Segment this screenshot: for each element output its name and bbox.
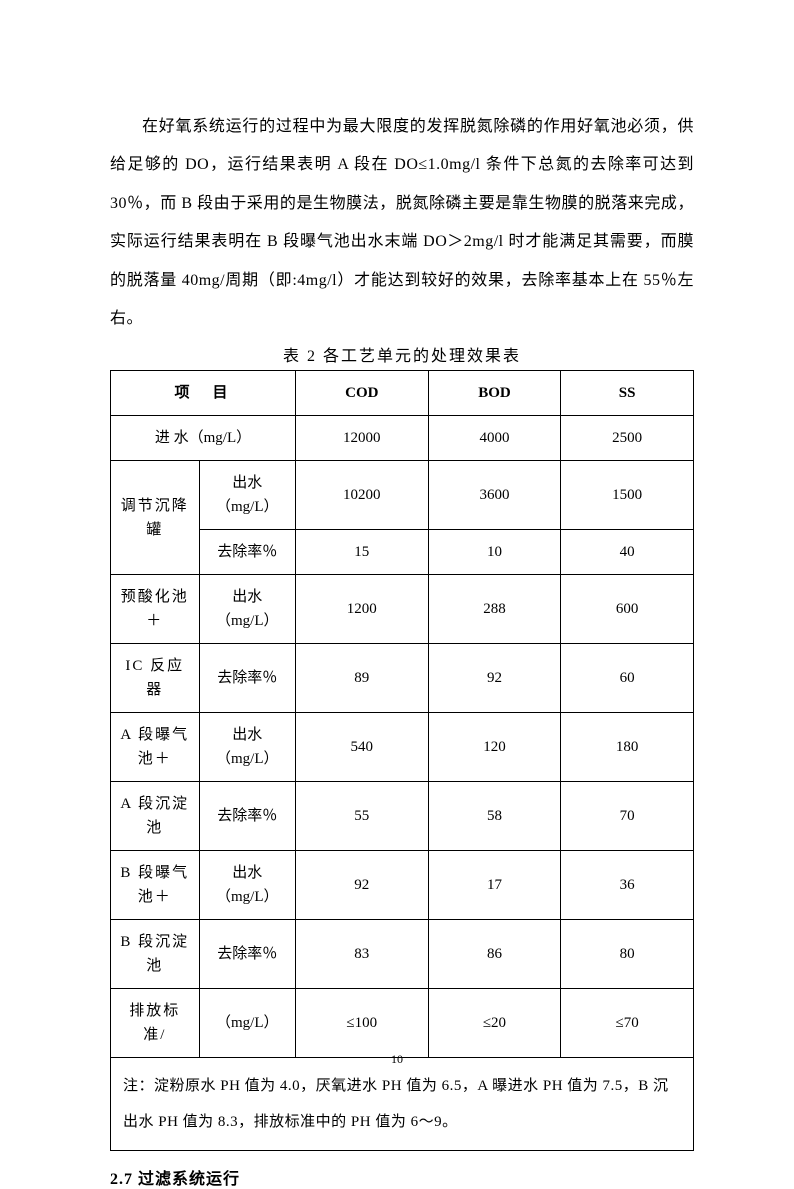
table-row: 进 水（mg/L） 12000 4000 2500 (111, 416, 694, 461)
unit-name-part1: B 段曝气池＋ (111, 851, 200, 920)
treatment-results-table: 项 目 COD BOD SS 进 水（mg/L） 12000 4000 2500… (110, 370, 694, 1151)
unit-name-part1: A 段曝气池＋ (111, 713, 200, 782)
body-paragraph: 在好氧系统运行的过程中为最大限度的发挥脱氮除磷的作用好氧池必须，供给足够的 DO… (110, 108, 694, 338)
table-row: 调节沉降罐 出水（mg/L） 10200 3600 1500 (111, 461, 694, 530)
header-cod: COD (295, 371, 428, 416)
table-row: B 段沉淀池 去除率％ 83 86 80 (111, 920, 694, 989)
param-label: 去除率％ (199, 782, 295, 851)
table-row: B 段曝气池＋ 出水（mg/L） 92 17 36 (111, 851, 694, 920)
cell-value: 40 (561, 530, 694, 575)
cell-value: 12000 (295, 416, 428, 461)
table-row: IC 反应器 去除率％ 89 92 60 (111, 644, 694, 713)
standard-label-1: 排放标准/ (111, 989, 200, 1058)
table-row: A 段曝气池＋ 出水（mg/L） 540 120 180 (111, 713, 694, 782)
cell-value: 55 (295, 782, 428, 851)
param-label: 出水（mg/L） (199, 575, 295, 644)
cell-value: 92 (295, 851, 428, 920)
header-ss: SS (561, 371, 694, 416)
unit-name-part1: 预酸化池＋ (111, 575, 200, 644)
param-label: 去除率％ (199, 920, 295, 989)
cell-value: 89 (295, 644, 428, 713)
unit-name-part2: A 段沉淀池 (111, 782, 200, 851)
unit-name: 调节沉降罐 (111, 461, 200, 575)
cell-value: 600 (561, 575, 694, 644)
table-note-row: 注：淀粉原水 PH 值为 4.0，厌氧进水 PH 值为 6.5，A 曝进水 PH… (111, 1058, 694, 1151)
header-bod: BOD (428, 371, 561, 416)
cell-value: ≤70 (561, 989, 694, 1058)
cell-value: 3600 (428, 461, 561, 530)
cell-value: 83 (295, 920, 428, 989)
param-label: 出水（mg/L） (199, 851, 295, 920)
table-row: 预酸化池＋ 出水（mg/L） 1200 288 600 (111, 575, 694, 644)
param-label: 出水（mg/L） (199, 461, 295, 530)
cell-value: 58 (428, 782, 561, 851)
cell-value: 180 (561, 713, 694, 782)
table-caption: 表 2 各工艺单元的处理效果表 (110, 342, 694, 366)
table-row: A 段沉淀池 去除率％ 55 58 70 (111, 782, 694, 851)
param-label: 去除率％ (199, 644, 295, 713)
cell-value: 10200 (295, 461, 428, 530)
cell-value: ≤20 (428, 989, 561, 1058)
table-note: 注：淀粉原水 PH 值为 4.0，厌氧进水 PH 值为 6.5，A 曝进水 PH… (111, 1058, 694, 1151)
cell-value: 86 (428, 920, 561, 989)
cell-value: ≤100 (295, 989, 428, 1058)
cell-value: 1200 (295, 575, 428, 644)
cell-value: 288 (428, 575, 561, 644)
section-heading: 2.7 过滤系统运行 (110, 1165, 694, 1189)
cell-value: 4000 (428, 416, 561, 461)
cell-value: 36 (561, 851, 694, 920)
cell-value: 1500 (561, 461, 694, 530)
cell-value: 92 (428, 644, 561, 713)
cell-value: 10 (428, 530, 561, 575)
page-number: 10 (0, 1052, 794, 1067)
standard-label-2: （mg/L） (199, 989, 295, 1058)
cell-value: 15 (295, 530, 428, 575)
param-label: 出水（mg/L） (199, 713, 295, 782)
unit-name-part2: B 段沉淀池 (111, 920, 200, 989)
cell-value: 70 (561, 782, 694, 851)
cell-value: 80 (561, 920, 694, 989)
cell-value: 540 (295, 713, 428, 782)
param-label: 去除率％ (199, 530, 295, 575)
cell-value: 120 (428, 713, 561, 782)
cell-value: 60 (561, 644, 694, 713)
header-item: 项 目 (111, 371, 296, 416)
unit-name-part2: IC 反应器 (111, 644, 200, 713)
table-row: 排放标准/ （mg/L） ≤100 ≤20 ≤70 (111, 989, 694, 1058)
influent-label: 进 水（mg/L） (111, 416, 296, 461)
cell-value: 17 (428, 851, 561, 920)
cell-value: 2500 (561, 416, 694, 461)
table-header-row: 项 目 COD BOD SS (111, 371, 694, 416)
